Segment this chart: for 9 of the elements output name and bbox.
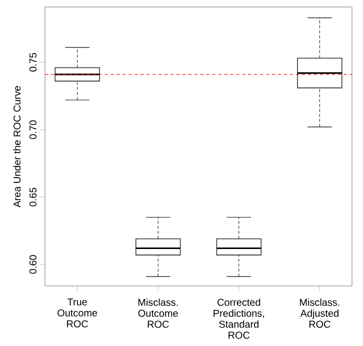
y-tick-label: 0.60 xyxy=(29,255,36,274)
y-tick-label: 0.75 xyxy=(29,52,36,72)
x-tick-label: True Outcome ROC xyxy=(58,298,98,328)
y-tick-label: 0.65 xyxy=(29,188,36,206)
y-tick-label: 0.70 xyxy=(29,120,36,139)
y-axis-title: Area Under the ROC Curve xyxy=(13,86,21,208)
x-tick-label: Corrected Predictions, Standard ROC xyxy=(214,298,264,339)
x-tick-label: Misclass. Adjusted ROC xyxy=(300,298,340,328)
x-tick-label: Misclass. Outcome ROC xyxy=(138,298,178,328)
